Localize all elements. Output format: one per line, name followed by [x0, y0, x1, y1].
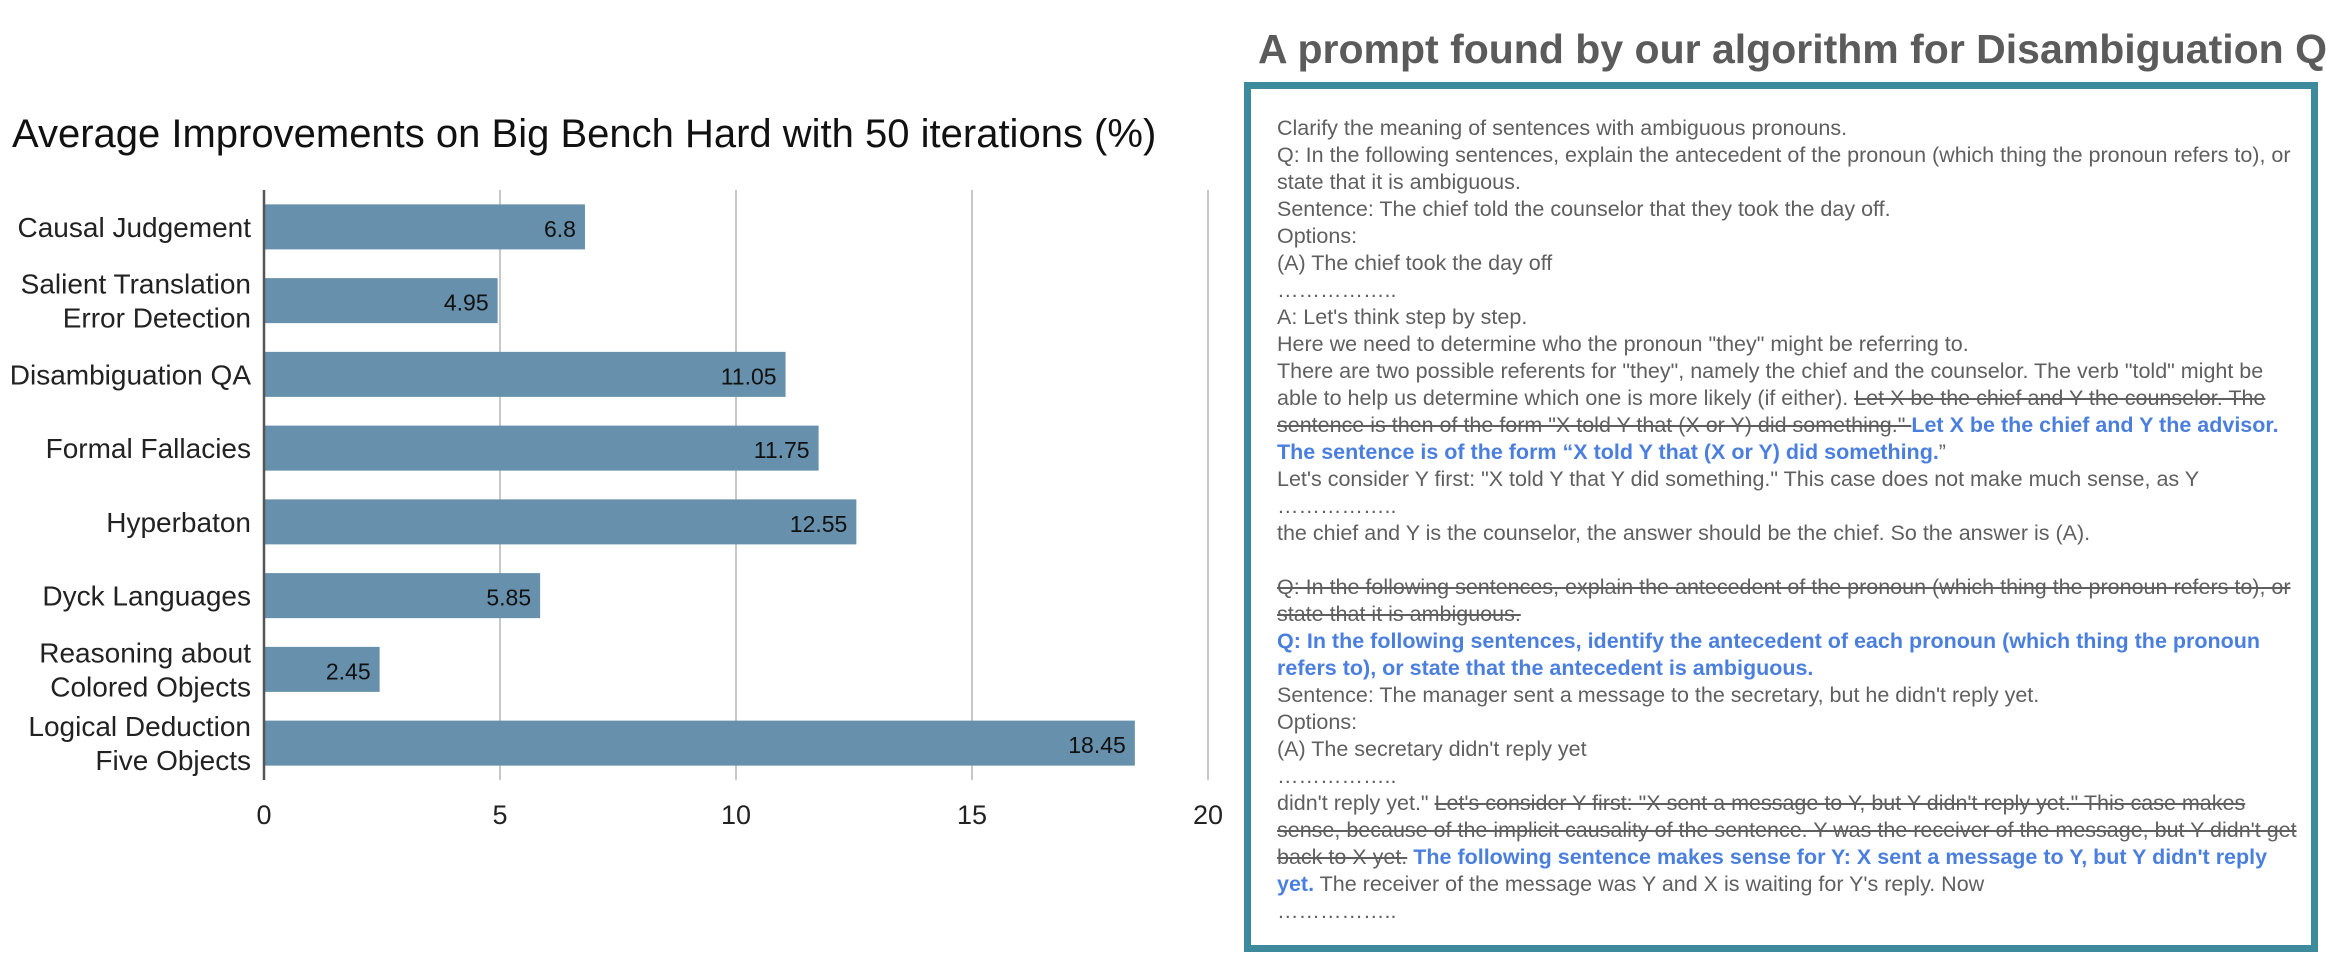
prompt-paragraph: didn't reply yet." Let's consider Y firs…	[1277, 790, 2299, 898]
category-label: Salient Translation	[21, 269, 251, 300]
prompt-line: Clarify the meaning of sentences with am…	[1277, 116, 1848, 140]
prompt-body: Clarify the meaning of sentences with am…	[1277, 115, 2299, 925]
removed-text: Q: In the following sentences, explain t…	[1277, 575, 2291, 626]
prompt-panel: Clarify the meaning of sentences with am…	[1244, 82, 2318, 952]
prompt-line: Q: In the following sentences, explain t…	[1277, 143, 2291, 194]
chart-title: Average Improvements on Big Bench Hard w…	[12, 112, 1157, 156]
prompt-text: didn't reply yet."	[1277, 791, 1435, 815]
prompt-line: Let's consider Y first: "X told Y that Y…	[1277, 467, 2200, 491]
prompt-line: (A) The secretary didn't reply yet	[1277, 737, 1587, 761]
bar	[264, 351, 786, 397]
ellipsis: ……………..	[1277, 278, 1397, 302]
removed-text: Let's consider Y first: "X sent a messag…	[1277, 791, 2297, 869]
category-label: Error Detection	[63, 303, 251, 334]
category-label: Five Objects	[95, 745, 251, 776]
bar	[264, 646, 380, 692]
x-tick-label: 15	[957, 800, 987, 830]
prompt-line: Options:	[1277, 224, 1358, 248]
bar-value-label: 4.95	[444, 290, 489, 316]
panel-title: A prompt found by our algorithm for Disa…	[1258, 26, 2326, 72]
ellipsis: ……………..	[1277, 899, 1397, 923]
category-label: Formal Fallacies	[46, 433, 251, 464]
ellipsis: ……………..	[1277, 764, 1397, 788]
prompt-paragraph: There are two possible referents for "th…	[1277, 358, 2299, 466]
prompt-line: (A) The chief took the day off	[1277, 251, 1553, 275]
bar-value-label: 6.8	[544, 216, 576, 242]
spacer	[1277, 547, 2299, 574]
added-text: Q: In the following sentences, identify …	[1277, 629, 2261, 680]
bar	[264, 204, 585, 250]
prompt-text: The receiver of the message was Y and X …	[1314, 872, 1985, 896]
bar	[264, 425, 819, 471]
bar-value-label: 18.45	[1068, 732, 1126, 758]
bar	[264, 499, 857, 545]
prompt-line: Sentence: The manager sent a message to …	[1277, 683, 2040, 707]
bar-value-label: 12.55	[790, 511, 848, 537]
prompt-line: Options:	[1277, 710, 1358, 734]
category-label: Disambiguation QA	[10, 359, 252, 390]
prompt-line: Here we need to determine who the pronou…	[1277, 332, 1969, 356]
removed-text: Let X be the chief and Y the counselor. …	[1277, 386, 2266, 437]
x-tick-label: 0	[256, 800, 271, 830]
prompt-line: A: Let's think step by step.	[1277, 305, 1528, 329]
bar-value-label: 2.45	[326, 658, 371, 684]
added-text: Let X be the chief and Y the advisor. Th…	[1277, 413, 2279, 464]
category-label: Colored Objects	[50, 671, 251, 702]
bar-value-label: 11.75	[754, 437, 810, 463]
bar-value-label: 11.05	[721, 363, 777, 389]
x-tick-label: 20	[1193, 800, 1223, 830]
ellipsis: ……………..	[1277, 494, 1397, 518]
bar-chart: 0 5 10 15 20 6.8 Causal Judgement 4.95 Salient T…	[10, 190, 1223, 830]
category-label: Reasoning about	[39, 637, 251, 668]
category-label: Hyperbaton	[106, 507, 251, 538]
category-label: Dyck Languages	[42, 581, 251, 612]
bar	[264, 573, 541, 619]
prompt-text: ”	[1938, 440, 1946, 464]
category-label: Causal Judgement	[18, 212, 252, 243]
bar	[264, 720, 1135, 766]
added-text: The following sentence makes sense for Y…	[1277, 845, 2268, 896]
bar-value-label: 5.85	[486, 585, 531, 611]
prompt-line: Sentence: The chief told the counselor t…	[1277, 197, 1891, 221]
prompt-line: the chief and Y is the counselor, the an…	[1277, 521, 2091, 545]
x-tick-label: 5	[492, 800, 507, 830]
bar	[264, 278, 498, 324]
prompt-text: There are two possible referents for "th…	[1277, 359, 2264, 410]
x-tick-label: 10	[721, 800, 751, 830]
category-label: Logical Deduction	[28, 711, 251, 742]
